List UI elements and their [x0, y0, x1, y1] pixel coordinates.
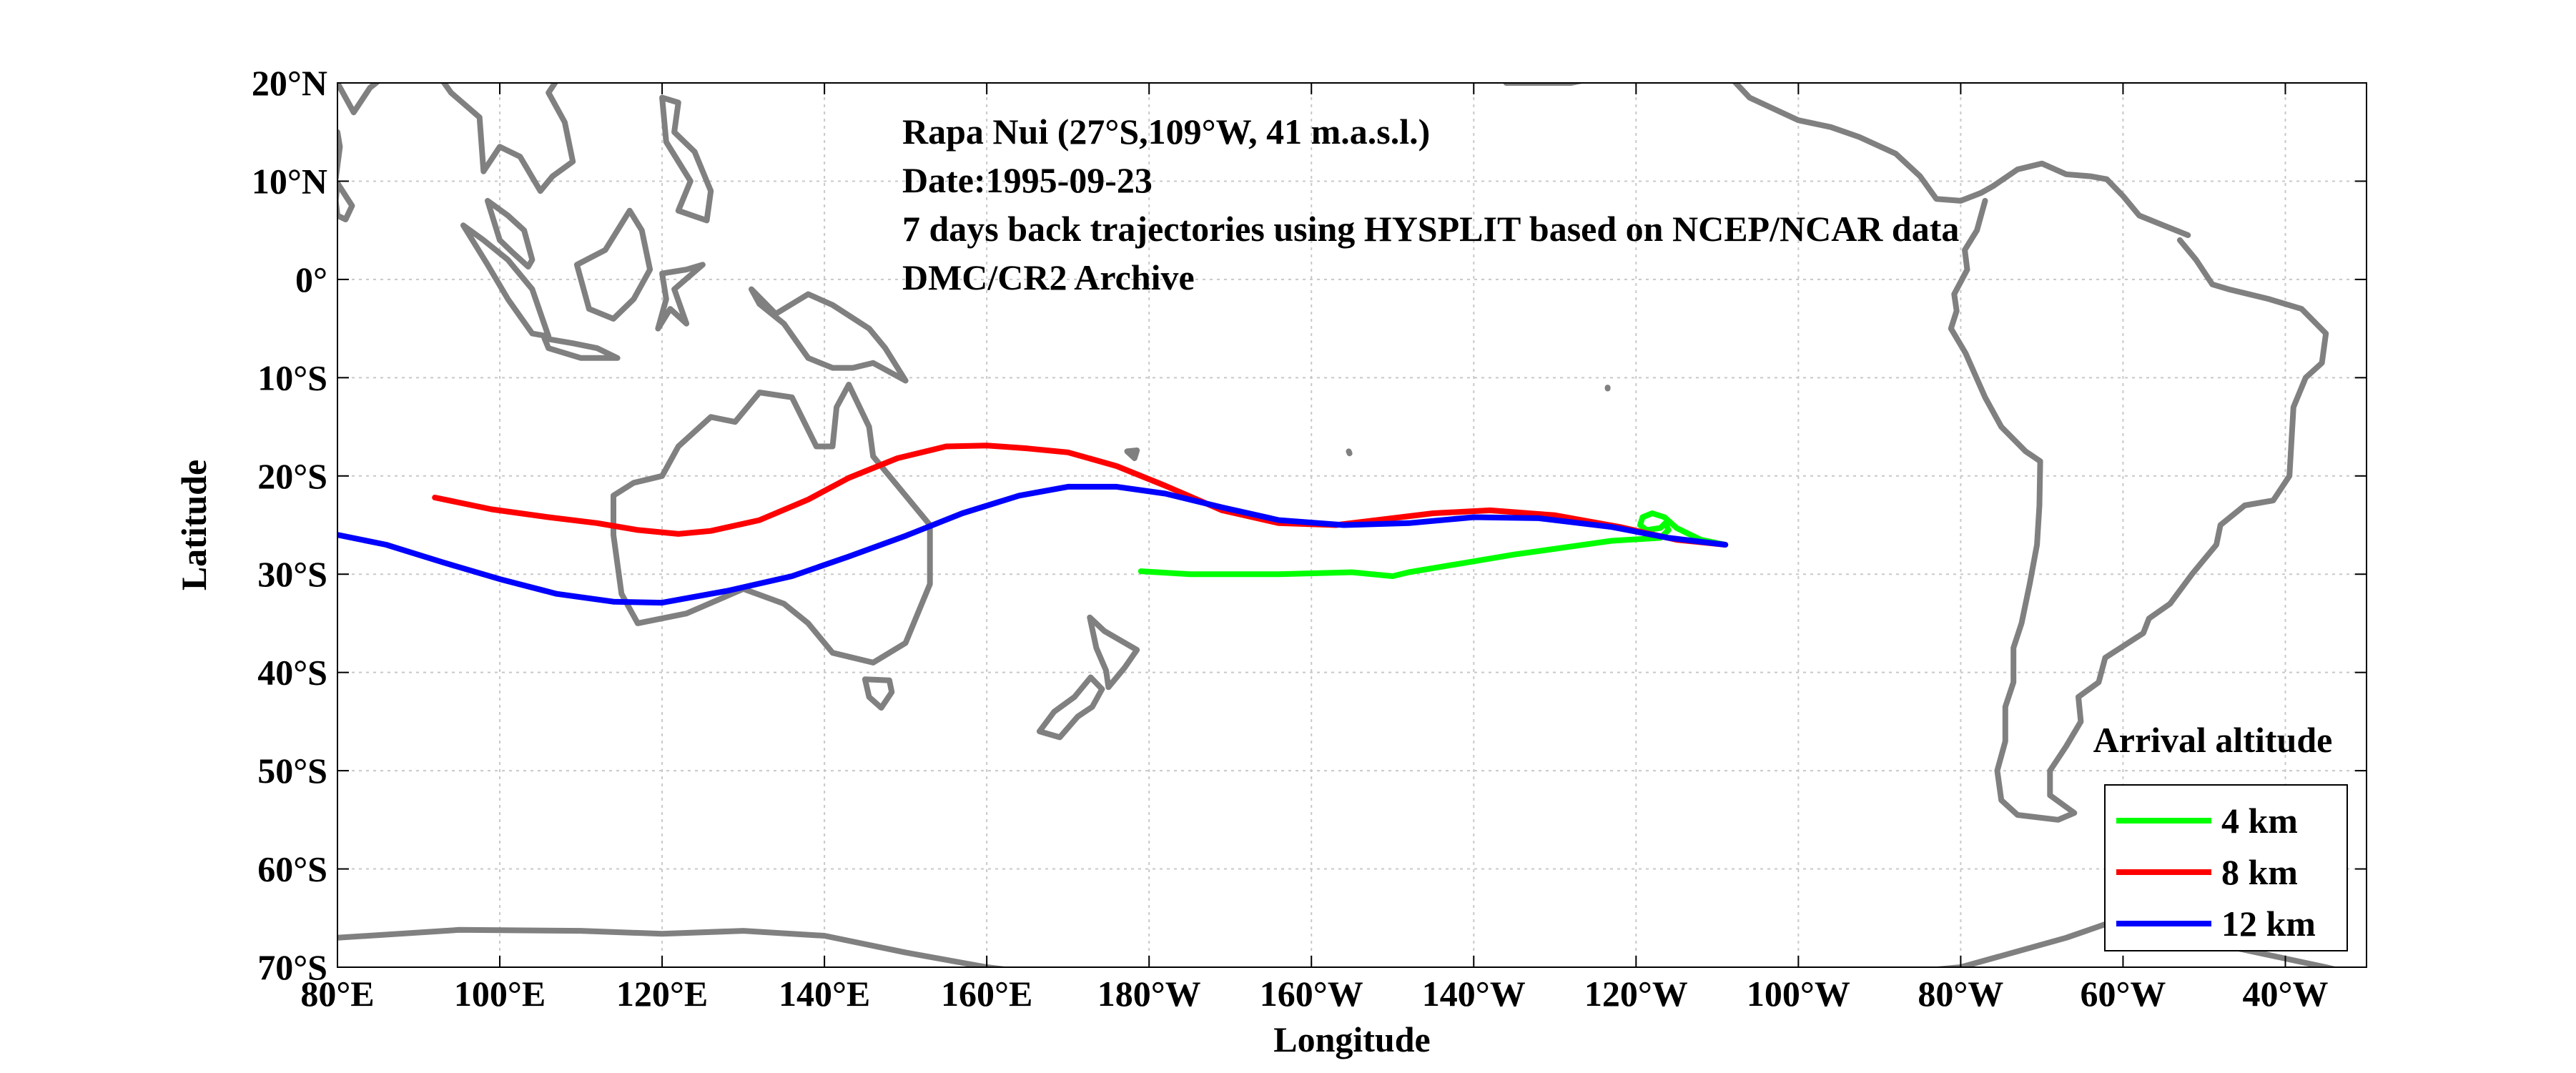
pacific-island-b: [1346, 448, 1353, 457]
x-tick-label: 80°W: [1918, 974, 2003, 1014]
australia-coast: [611, 382, 933, 666]
trajectory-line-8-km: [432, 442, 1729, 548]
india-coast: [337, 129, 343, 181]
y-tick-label: 50°S: [257, 751, 327, 791]
sumatra-coast: [460, 222, 552, 340]
borneo-coast: [573, 207, 653, 322]
x-tick-label: 160°E: [941, 974, 1032, 1014]
annotation-line: DMC/CR2 Archive: [902, 257, 1195, 297]
legend-label: 4 km: [2221, 801, 2298, 841]
legend-title: Arrival altitude: [2093, 720, 2333, 760]
x-tick-label: 160°W: [1260, 974, 1363, 1014]
x-tick-label: 100°E: [454, 974, 546, 1014]
y-tick-label: 10°N: [252, 161, 327, 201]
annotation-line: Date:1995-09-23: [902, 160, 1153, 200]
y-tick-label: 20°N: [252, 63, 327, 103]
axis-ticks: 80°E 100°E 120°E 140°E 160°E 180°W 160°W 140°W 1…: [252, 63, 2367, 1014]
coastlines: [337, 83, 2339, 967]
trajectories: [337, 442, 1729, 606]
north-america-coast: [1503, 83, 1996, 204]
trajectory-line-4-km: [1138, 510, 1729, 579]
indochina-coast: [337, 83, 576, 194]
legend-label: 12 km: [2221, 904, 2316, 944]
x-tick-label: 40°W: [2242, 974, 2328, 1014]
y-tick-label: 60°S: [257, 849, 327, 889]
legend: 4 km 8 km 12 km: [2104, 784, 2348, 951]
nz-north-coast: [1087, 614, 1140, 691]
y-tick-label: 40°S: [257, 653, 327, 693]
x-tick-label: 120°E: [616, 974, 708, 1014]
tasmania-coast: [862, 676, 895, 711]
y-tick-label: 10°S: [257, 357, 327, 397]
x-tick-label: 80°E: [300, 974, 374, 1014]
x-tick-label: 120°W: [1584, 974, 1688, 1014]
trajectory-line-12-km: [337, 483, 1729, 606]
caribbean-coast: [1990, 160, 2191, 238]
philippines-coast: [659, 94, 714, 224]
y-tick-label: 20°S: [257, 456, 327, 496]
x-tick-label: 60°W: [2080, 974, 2166, 1014]
x-tick-label: 180°W: [1097, 974, 1201, 1014]
y-tick-label: 0°: [295, 259, 327, 300]
annotation-line: Rapa Nui (27°S,109°W, 41 m.a.s.l.): [902, 112, 1430, 152]
java-coast: [541, 335, 621, 361]
annotation-line: 7 days back trajectories using HYSPLIT b…: [902, 209, 1959, 249]
malaya-coast: [485, 197, 536, 270]
new-guinea-coast: [749, 286, 909, 384]
nz-south-coast: [1036, 674, 1105, 741]
fiji-coast: [1124, 448, 1140, 461]
south-america-coast: [1948, 197, 2329, 823]
srilanka-coast: [337, 180, 355, 222]
y-tick-label: 30°S: [257, 554, 327, 594]
x-tick-label: 100°W: [1747, 974, 1850, 1014]
legend-label: 8 km: [2221, 852, 2298, 892]
x-tick-label: 140°W: [1422, 974, 1526, 1014]
plot-frame: [337, 82, 2367, 968]
annotation-block: Rapa Nui (27°S,109°W, 41 m.a.s.l.) Date:1…: [902, 112, 1959, 297]
sulawesi-coast: [655, 262, 706, 332]
y-axis-title: Latitude: [174, 460, 214, 590]
x-axis-title: Longitude: [1273, 1019, 1431, 1059]
y-tick-label: 70°S: [257, 947, 327, 987]
x-tick-label: 140°E: [779, 974, 870, 1014]
